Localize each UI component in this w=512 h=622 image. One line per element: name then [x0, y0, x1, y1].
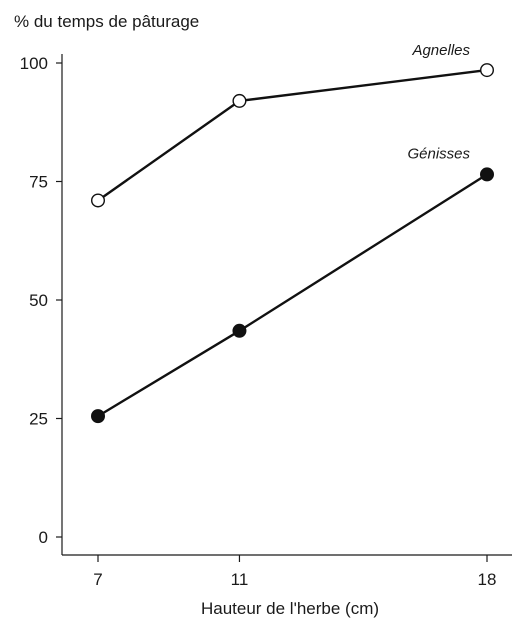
- data-point-genisses: [232, 323, 247, 338]
- y-axis-title: % du temps de pâturage: [14, 12, 199, 31]
- data-point-genisses: [91, 409, 105, 424]
- y-tick-label: 50: [29, 291, 48, 310]
- data-point-agnelles: [480, 63, 495, 78]
- x-axis-title: Hauteur de l'herbe (cm): [201, 599, 379, 618]
- x-tick-label: 18: [478, 570, 497, 589]
- data-point-genisses: [480, 167, 494, 182]
- x-tick-label: 7: [93, 570, 102, 589]
- series-layer: Agnelles Génisses: [90, 42, 495, 424]
- y-tick-label: 0: [39, 528, 48, 547]
- data-point-agnelles: [90, 193, 105, 208]
- x-ticks: 7 11 18: [93, 555, 496, 589]
- series-line-agnelles: [97, 68, 488, 202]
- series-label-agnelles: Agnelles: [411, 42, 470, 59]
- data-point-agnelles: [232, 93, 247, 108]
- y-tick-label: 100: [20, 54, 48, 73]
- series-line-genisses: [97, 173, 488, 418]
- y-tick-label: 75: [29, 173, 48, 192]
- series-label-genisses: Génisses: [407, 145, 470, 162]
- x-tick-label: 11: [231, 570, 249, 589]
- y-ticks: 0 25 50 75 100: [20, 54, 62, 547]
- y-tick-label: 25: [29, 410, 48, 429]
